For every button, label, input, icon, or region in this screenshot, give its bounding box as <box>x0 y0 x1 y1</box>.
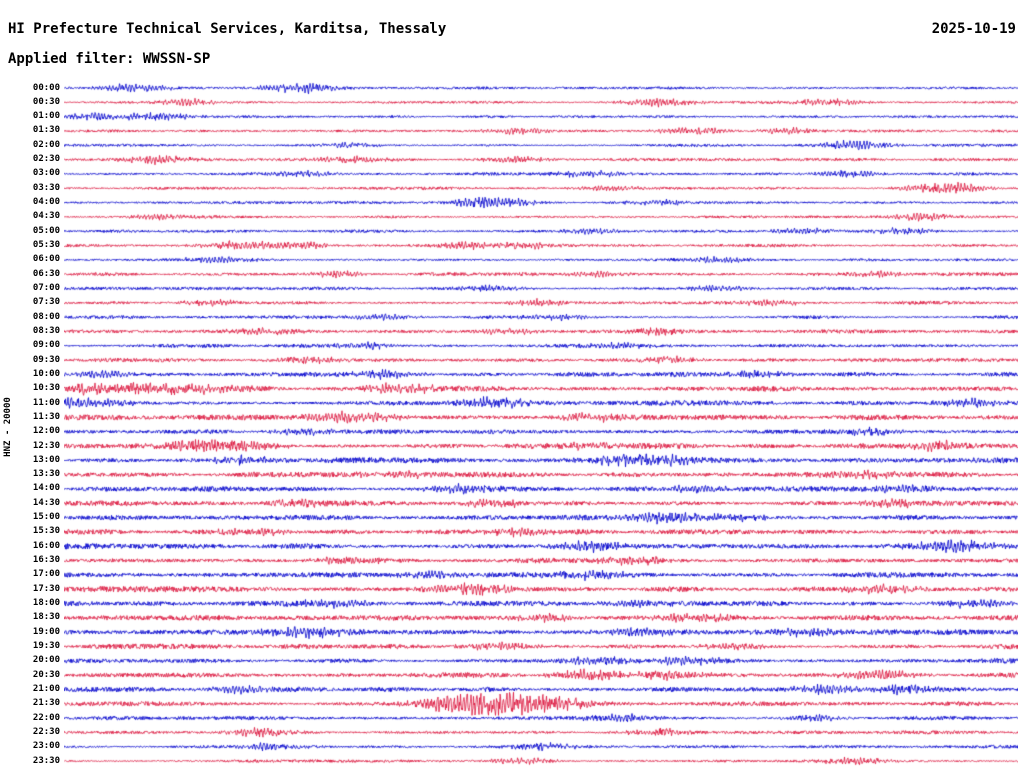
time-label: 15:00 <box>32 512 60 523</box>
time-label: 11:00 <box>32 397 60 408</box>
time-label: 12:30 <box>32 440 60 451</box>
time-label: 10:00 <box>32 368 60 379</box>
time-label: 15:30 <box>32 526 60 537</box>
time-label: 13:30 <box>32 469 60 480</box>
page-title: HI Prefecture Technical Services, Kardit… <box>8 21 447 37</box>
time-label: 05:00 <box>32 225 60 236</box>
time-label: 14:30 <box>32 497 60 508</box>
time-label: 20:30 <box>32 669 60 680</box>
time-label: 11:30 <box>32 411 60 422</box>
time-label: 08:00 <box>32 311 60 322</box>
time-label: 03:30 <box>32 182 60 193</box>
time-label: 20:00 <box>32 655 60 666</box>
time-label: 19:00 <box>32 626 60 637</box>
time-label: 12:00 <box>32 426 60 437</box>
time-label: 13:00 <box>32 454 60 465</box>
time-label: 17:30 <box>32 583 60 594</box>
time-label: 09:30 <box>32 354 60 365</box>
time-label: 01:30 <box>32 125 60 136</box>
time-label: 08:30 <box>32 325 60 336</box>
time-label: 17:00 <box>32 569 60 580</box>
time-label: 21:30 <box>32 698 60 709</box>
time-label: 07:30 <box>32 297 60 308</box>
time-label: 04:30 <box>32 211 60 222</box>
time-label: 03:00 <box>32 168 60 179</box>
date-label: 2025-10-19 <box>931 21 1016 37</box>
station-scale-label: HNZ - 20000 <box>3 397 13 457</box>
time-label: 09:00 <box>32 340 60 351</box>
time-label: 16:00 <box>32 540 60 551</box>
time-label: 01:00 <box>32 111 60 122</box>
time-label: 02:30 <box>32 154 60 165</box>
seismogram-canvas <box>64 78 1018 778</box>
time-label: 22:00 <box>32 712 60 723</box>
time-label: 07:00 <box>32 282 60 293</box>
time-label: 00:30 <box>32 96 60 107</box>
time-label: 18:00 <box>32 598 60 609</box>
time-label: 06:00 <box>32 254 60 265</box>
time-label: 22:30 <box>32 726 60 737</box>
time-label: 06:30 <box>32 268 60 279</box>
filter-label: Applied filter: WWSSN-SP <box>8 51 211 67</box>
time-label: 02:00 <box>32 139 60 150</box>
time-label: 18:30 <box>32 612 60 623</box>
time-label: 16:30 <box>32 555 60 566</box>
time-label: 14:00 <box>32 483 60 494</box>
time-label: 10:30 <box>32 383 60 394</box>
time-label: 21:00 <box>32 683 60 694</box>
time-label: 23:30 <box>32 755 60 766</box>
time-label: 05:30 <box>32 240 60 251</box>
time-label: 23:00 <box>32 741 60 752</box>
time-label: 19:30 <box>32 640 60 651</box>
time-label: 00:00 <box>32 82 60 93</box>
time-label: 04:00 <box>32 197 60 208</box>
